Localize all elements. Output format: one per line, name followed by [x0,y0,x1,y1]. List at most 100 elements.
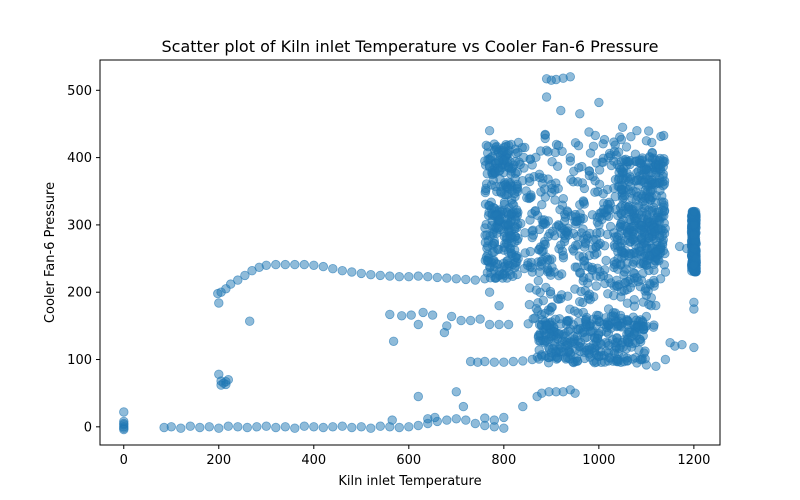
data-point [195,422,205,433]
data-point [458,401,469,412]
data-point [394,422,405,433]
data-point [641,360,652,370]
data-point [584,250,595,261]
data-point [601,327,612,337]
data-point [271,422,281,433]
data-point [451,414,462,424]
data-point [677,340,687,350]
data-point [537,351,547,361]
data-point [242,422,253,433]
data-point [553,183,563,194]
data-point [489,139,500,149]
data-point [689,260,699,271]
data-point [632,125,642,136]
data-point [557,146,567,157]
data-point [546,348,557,358]
data-point [689,206,699,217]
data-point [594,351,604,361]
data-point [480,223,490,233]
data-point [682,243,692,254]
plot-frame [99,59,721,446]
data-point [622,334,633,345]
data-point [489,357,500,367]
data-point [556,346,566,357]
data-point [640,249,651,259]
x-tick-label: 0 [120,453,128,468]
data-point [309,422,319,432]
data-point [588,314,599,324]
data-point [645,186,656,197]
data-point [465,315,476,326]
data-point [252,422,262,432]
data-point [519,152,529,163]
data-point [536,259,547,269]
data-point [636,225,646,235]
data-point [261,421,272,431]
data-point [577,161,587,172]
data-point [575,199,585,210]
x-axis-ticks: 0 200 400 600 800 1000 1200 [120,445,710,468]
data-point [546,179,557,190]
data-point [665,338,675,348]
data-point [536,146,546,156]
data-point [538,336,548,346]
data-point [639,177,650,188]
data-point [651,247,661,257]
data-point [244,316,255,326]
chart-title: Scatter plot of Kiln inlet Temperature v… [162,37,659,56]
data-point [563,291,573,301]
data-point [626,131,636,142]
data-point [494,319,504,330]
data-point [347,267,357,277]
data-point [366,423,376,433]
data-point [413,271,424,281]
data-point [613,247,623,257]
data-point [578,297,588,308]
data-point [561,340,571,351]
data-point [631,248,641,259]
data-point [522,260,533,271]
data-point [503,220,514,230]
data-point [590,130,601,141]
data-point [540,239,550,250]
data-point [518,356,528,366]
data-point [606,160,617,171]
data-point [565,348,576,358]
data-point [495,186,506,197]
data-point [625,155,635,166]
data-point [489,247,500,257]
data-point [550,195,560,205]
data-point [613,321,623,331]
data-point [634,155,645,165]
data-point [542,320,552,331]
data-point [508,356,519,367]
data-point [576,228,587,238]
data-point [617,122,628,133]
data-point [537,215,547,225]
data-point [583,291,593,301]
data-point [575,109,585,119]
data-point [499,423,509,433]
data-point [413,391,424,402]
data-point [578,276,588,286]
data-point [584,166,595,176]
data-point [451,274,462,284]
data-point [577,178,588,188]
data-point [526,190,536,200]
data-point [204,422,215,432]
data-point [644,126,654,136]
data-point [570,262,581,272]
data-point [470,275,481,285]
data-point [508,200,519,210]
data-point [523,319,533,329]
data-point [549,267,560,277]
data-point [517,175,528,186]
data-point [568,177,578,187]
data-point [646,301,656,311]
data-point [641,260,652,271]
data-point [630,240,641,250]
data-point [605,221,616,232]
data-point [570,138,581,148]
data-point [480,356,490,367]
data-point [659,218,669,228]
